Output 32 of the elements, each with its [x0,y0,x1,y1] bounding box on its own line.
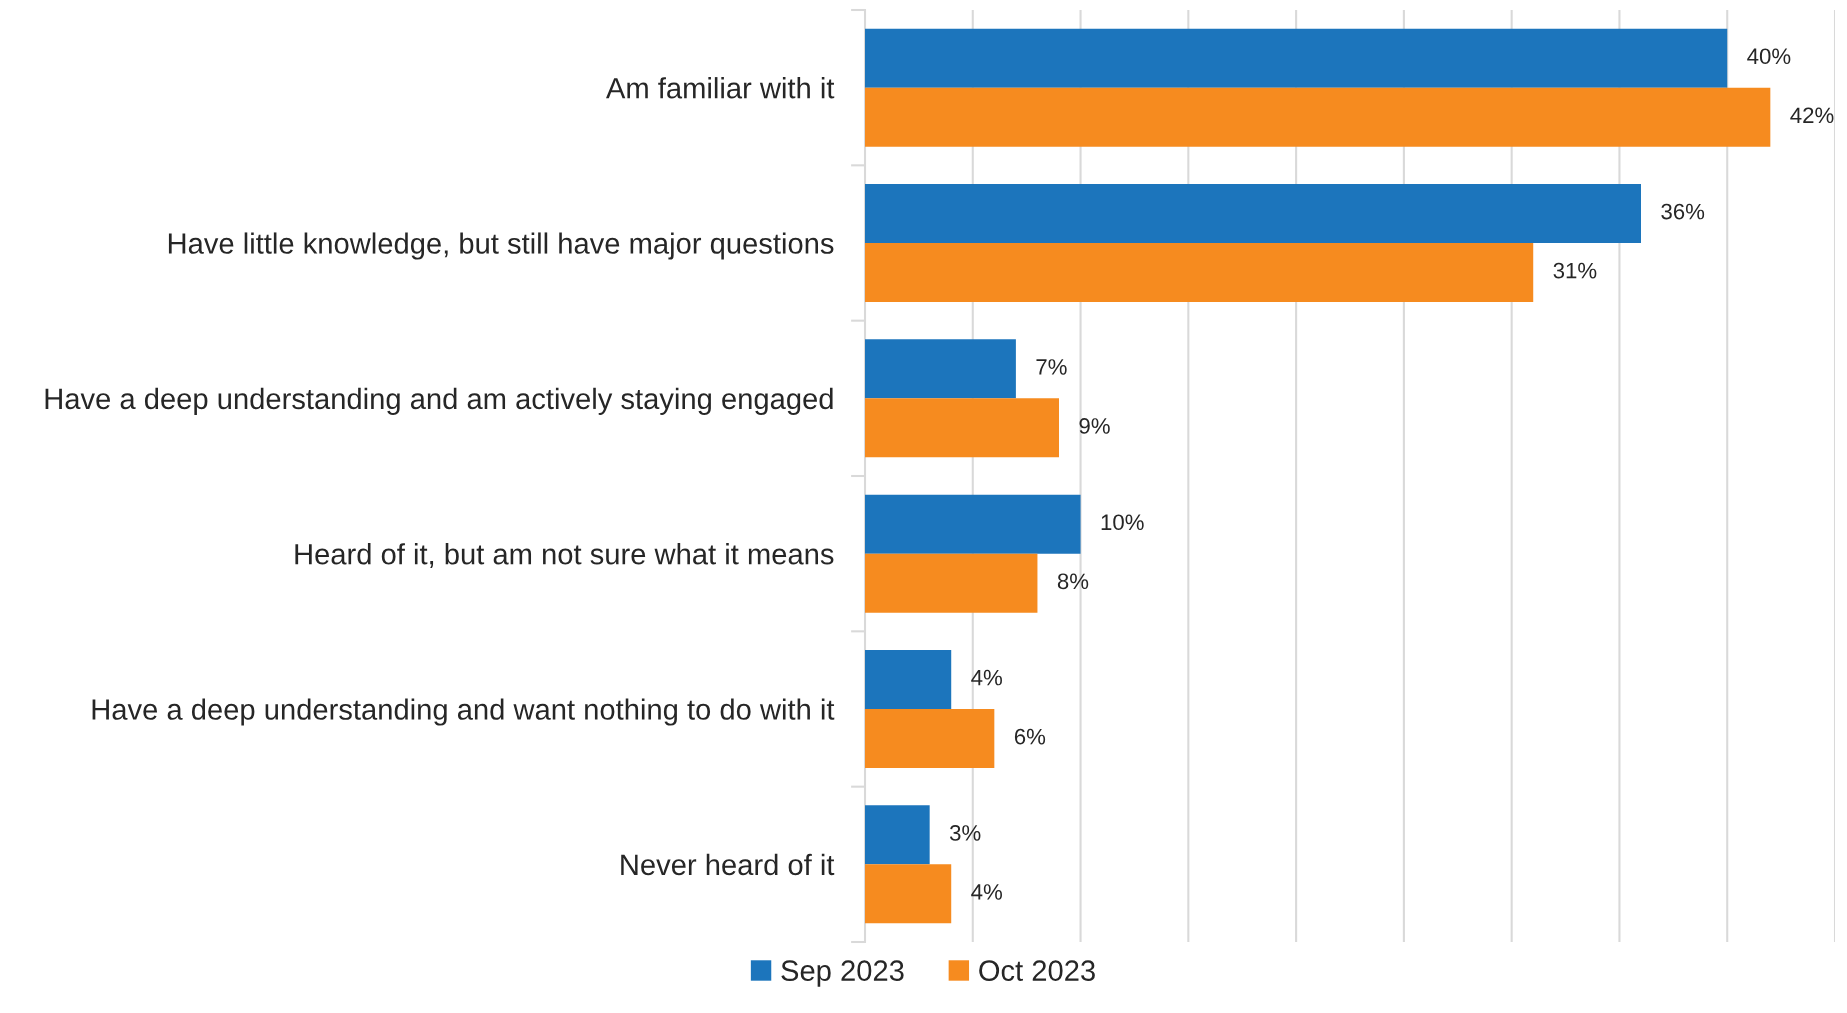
bar [865,398,1059,458]
bar [865,28,1728,88]
y-tick-label: Have a deep understanding and am actively staying engaged [45,387,833,415]
data-label: 9% [1079,418,1110,434]
bar [865,709,995,769]
data-label: 31% [1553,262,1597,279]
data-label: 36% [1661,203,1705,220]
data-label: 10% [1101,514,1144,531]
data-label: 6% [1014,728,1046,745]
data-label: 8% [1057,573,1089,590]
data-label: 42% [1790,107,1834,124]
bar [865,805,930,865]
legend-label: Oct 2023 [979,960,1095,981]
data-label: 7% [1036,359,1067,375]
y-tick-label: Am familiar with it [606,77,835,99]
legend-label: Sep 2023 [781,960,904,987]
data-label: 4% [971,669,1002,686]
y-tick-label: Heard of it, but am not sure what it means [295,543,834,568]
data-label: 3% [949,825,981,841]
bar [865,494,1081,554]
bar [865,183,1641,243]
bar [865,87,1771,147]
bar [865,553,1038,613]
bar [865,243,1534,303]
y-tick-label: Never heard of it [621,853,835,876]
bar [865,339,1016,399]
y-tick-label: Have a deep understanding and want nothing to do with it [92,698,835,726]
bar [865,864,952,924]
data-label: 4% [971,884,1002,900]
data-label: 40% [1747,48,1791,65]
bar [865,649,952,709]
y-tick-label: Have little knowledge, but still have major questions [168,232,834,260]
